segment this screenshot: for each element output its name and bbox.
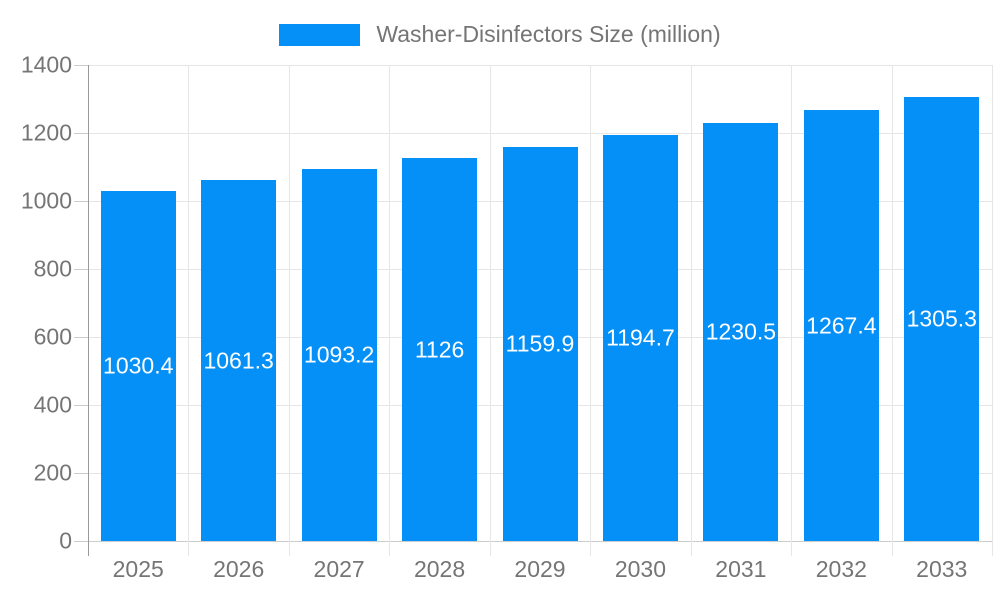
y-gridline [88, 541, 992, 542]
category-boundary-gridline [690, 65, 692, 541]
category-boundary-gridline [389, 65, 391, 541]
x-axis-tick-label: 2028 [413, 556, 466, 582]
category-boundary-gridline [992, 65, 993, 541]
x-tick [992, 541, 993, 556]
x-axis-tick-label: 2029 [514, 556, 566, 582]
x-axis-tick-label: 2032 [815, 556, 867, 582]
bar-value-label: 1305.3 [906, 305, 977, 332]
bar [301, 169, 377, 541]
y-axis-tick-label: 800 [33, 255, 72, 282]
bar [201, 180, 277, 541]
bar [602, 134, 678, 541]
category-boundary-gridline [288, 65, 290, 541]
y-gridline [88, 65, 992, 66]
y-axis-tick-label: 0 [59, 527, 72, 554]
y-tick [74, 201, 88, 202]
x-tick [288, 541, 290, 556]
bar-value-label: 1267.4 [806, 312, 877, 339]
bar-value-label: 1230.5 [705, 318, 777, 345]
y-tick [74, 541, 88, 542]
x-tick [891, 541, 893, 556]
category-boundary-gridline [590, 65, 592, 541]
bar [703, 122, 779, 541]
y-gridline [88, 133, 992, 134]
bar-value-label: 1194.7 [606, 324, 675, 351]
x-axis-tick-label: 2033 [916, 556, 968, 582]
x-tick [188, 541, 190, 556]
legend-series-label: Washer-Disinfectors Size (million) [376, 21, 721, 47]
bar-value-label: 1159.9 [505, 330, 575, 357]
x-axis-tick-label: 2027 [313, 556, 365, 582]
y-axis-tick-label: 400 [33, 391, 72, 418]
y-axis-tick-label: 1400 [20, 51, 72, 78]
y-tick [74, 473, 88, 474]
y-axis-tick-label: 600 [33, 323, 72, 350]
x-tick [590, 541, 592, 556]
y-tick [74, 405, 88, 406]
y-axis-tick-label: 1000 [20, 187, 72, 214]
bar-value-label: 1093.2 [303, 341, 375, 368]
y-axis-tick-label: 1200 [20, 119, 72, 146]
x-tick [389, 541, 391, 556]
x-axis-tick-label: 2031 [715, 556, 767, 582]
x-tick [489, 541, 491, 556]
category-boundary-gridline [188, 65, 190, 541]
y-axis-tick-label: 200 [33, 459, 72, 486]
y-tick [74, 337, 88, 338]
x-tick [791, 541, 793, 556]
legend: Washer-Disinfectors Size (million) [0, 21, 1000, 48]
y-tick [74, 65, 88, 66]
bar-value-label: 1061.3 [203, 347, 274, 374]
bar-value-label: 1126 [414, 336, 465, 363]
y-axis-line [88, 65, 89, 541]
bar-value-label: 1030.4 [103, 352, 174, 379]
x-tick [690, 541, 692, 556]
x-axis-tick-label: 2025 [112, 556, 164, 582]
bar [502, 146, 578, 541]
y-tick [74, 133, 88, 134]
category-boundary-gridline [891, 65, 893, 541]
bar [803, 110, 879, 541]
legend-swatch [279, 23, 361, 46]
bar [100, 190, 176, 541]
x-axis-tick-label: 2026 [213, 556, 265, 582]
x-tick [88, 541, 89, 556]
bar [904, 97, 980, 541]
y-tick [74, 269, 88, 270]
category-boundary-gridline [791, 65, 793, 541]
bar [402, 158, 478, 541]
category-boundary-gridline [489, 65, 491, 541]
x-axis-tick-label: 2030 [614, 556, 667, 582]
